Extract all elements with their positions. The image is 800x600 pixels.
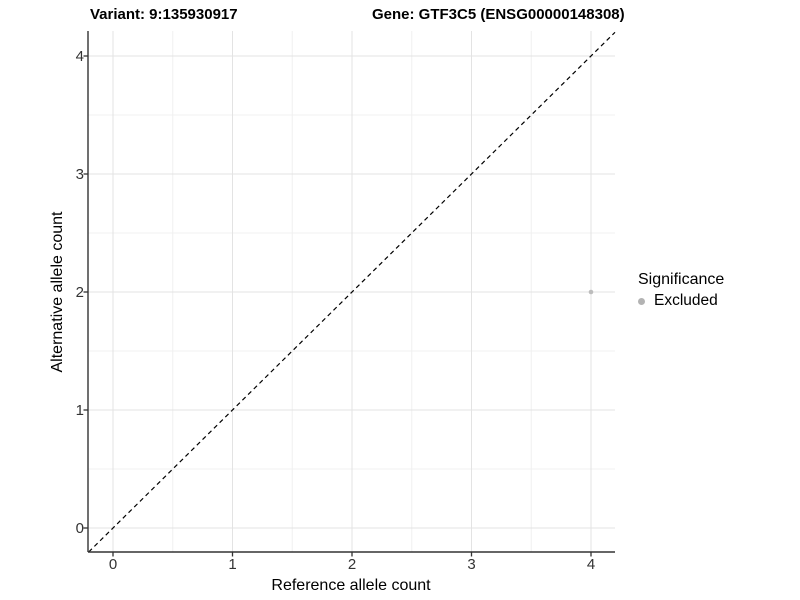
x-tick-label: 2 bbox=[347, 556, 357, 573]
y-tick-label: 3 bbox=[75, 165, 84, 183]
circle-marker-icon bbox=[638, 297, 645, 305]
x-axis-title: Reference allele count bbox=[271, 577, 431, 594]
legend-item-label: Excluded bbox=[654, 292, 718, 309]
legend-title: Significance bbox=[638, 271, 725, 288]
y-axis-title: Alternative allele count bbox=[49, 211, 66, 373]
x-tick-label: 3 bbox=[467, 556, 476, 573]
y-tick-label: 2 bbox=[75, 283, 84, 301]
x-tick-label: 1 bbox=[228, 556, 237, 573]
plot-title-variant: Variant: 9:135930917 bbox=[90, 6, 238, 23]
plot-title-gene: Gene: GTF3C5 (ENSG00000148308) bbox=[372, 6, 625, 23]
legend: Significance Excluded bbox=[638, 271, 724, 310]
legend-item-excluded: Excluded bbox=[638, 292, 724, 310]
x-tick-label: 0 bbox=[108, 556, 118, 573]
data-point bbox=[588, 289, 594, 295]
x-tick-label: 4 bbox=[586, 556, 596, 573]
y-tick-label: 4 bbox=[75, 47, 84, 65]
y-tick-label: 1 bbox=[75, 401, 84, 419]
y-tick-label: 0 bbox=[75, 519, 84, 537]
